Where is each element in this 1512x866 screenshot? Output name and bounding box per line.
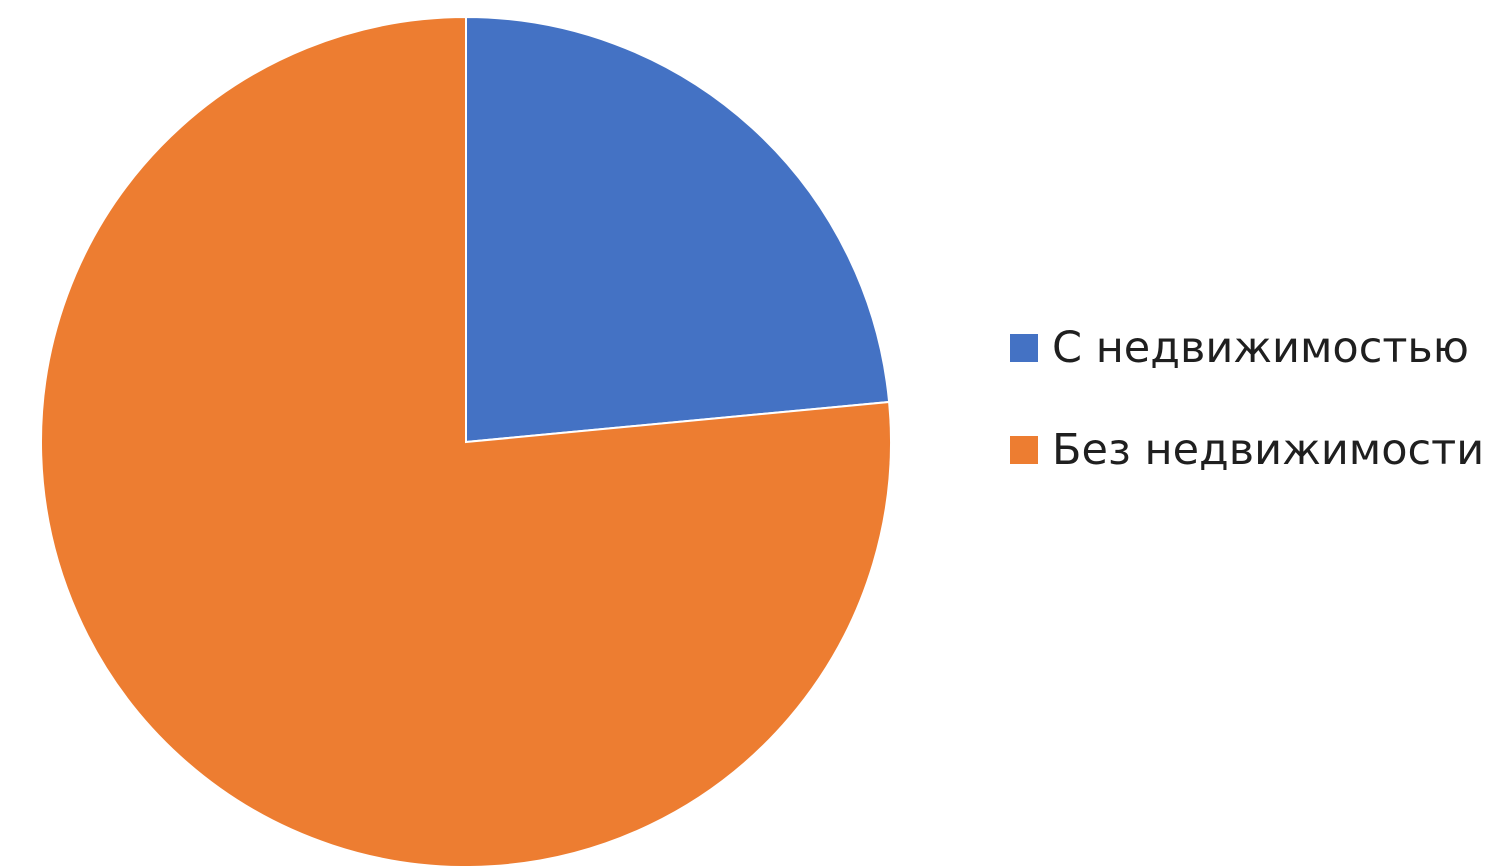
chart-legend: С недвижимостью Без недвижимости bbox=[1010, 318, 1484, 480]
pie-slice-without-property bbox=[40, 15, 892, 866]
legend-label-without-property: Без недвижимости bbox=[1052, 424, 1485, 475]
legend-swatch-with-property bbox=[1010, 334, 1038, 362]
legend-item-without-property: Без недвижимости bbox=[1010, 420, 1484, 480]
pie-slice-with-property bbox=[465, 15, 891, 444]
legend-swatch-without-property bbox=[1010, 436, 1038, 464]
legend-item-with-property: С недвижимостью bbox=[1010, 318, 1484, 378]
pie-slices bbox=[40, 15, 892, 866]
legend-label-with-property: С недвижимостью bbox=[1052, 322, 1469, 373]
